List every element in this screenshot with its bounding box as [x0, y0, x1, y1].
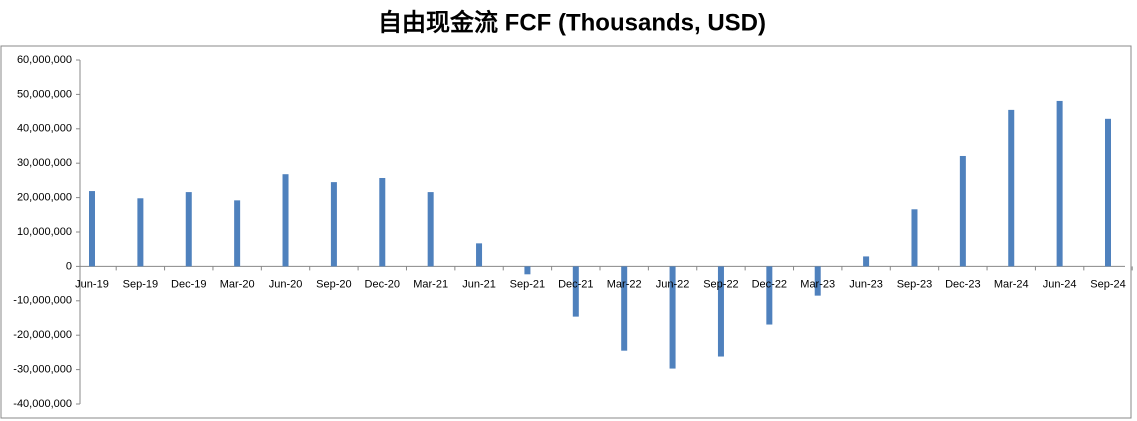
x-tick-label: Sep-19	[123, 278, 158, 290]
x-tick-label: Dec-19	[171, 278, 206, 290]
y-tick-label: 20,000,000	[17, 192, 72, 204]
bar	[621, 266, 628, 351]
x-tick-label: Dec-21	[558, 278, 593, 290]
y-tick-label: -10,000,000	[13, 295, 72, 307]
x-tick-label: Sep-20	[316, 278, 351, 290]
bar	[379, 177, 386, 267]
x-tick-label: Jun-20	[269, 278, 303, 290]
x-tick-label: Mar-20	[220, 278, 255, 290]
x-tick-label: Jun-19	[75, 278, 109, 290]
y-tick-label: 50,000,000	[17, 88, 72, 100]
bar	[863, 256, 870, 267]
bar	[282, 174, 289, 267]
bar	[911, 209, 918, 267]
x-tick-label: Jun-21	[462, 278, 496, 290]
y-tick-label: -30,000,000	[13, 364, 72, 376]
bar	[814, 266, 821, 296]
x-tick-label: Dec-23	[945, 278, 980, 290]
x-tick-label: Dec-20	[365, 278, 400, 290]
bar	[524, 266, 531, 275]
y-tick-label: 10,000,000	[17, 226, 72, 238]
x-tick-label: Jun-23	[849, 278, 883, 290]
bar	[137, 198, 144, 267]
plot-border	[0, 45, 1132, 419]
bar	[89, 191, 95, 267]
y-tick-label: -40,000,000	[13, 398, 72, 410]
y-tick-label: 60,000,000	[17, 54, 72, 66]
x-tick-label: Mar-22	[607, 278, 642, 290]
bar	[1056, 100, 1063, 267]
bar	[959, 155, 966, 267]
bar	[185, 192, 192, 267]
x-tick-label: Dec-22	[752, 278, 787, 290]
x-tick-label: Jun-22	[656, 278, 690, 290]
x-tick-label: Sep-21	[510, 278, 545, 290]
x-tick-label: Mar-23	[800, 278, 835, 290]
x-tick-label: Sep-24	[1090, 278, 1125, 290]
bar	[427, 192, 434, 267]
y-tick-label: 30,000,000	[17, 157, 72, 169]
bar	[1105, 118, 1111, 267]
bar	[669, 266, 676, 369]
bar	[717, 266, 724, 357]
bar	[1008, 109, 1015, 267]
x-tick-label: Mar-24	[994, 278, 1029, 290]
bar	[572, 266, 579, 317]
y-tick-label: 0	[66, 260, 72, 272]
bar	[330, 182, 337, 267]
chart-title: 自由现金流 FCF (Thousands, USD)	[378, 8, 766, 36]
bar	[766, 266, 773, 325]
x-tick-label: Sep-22	[703, 278, 738, 290]
x-tick-label: Sep-23	[897, 278, 932, 290]
y-tick-label: 40,000,000	[17, 123, 72, 135]
bar	[234, 200, 241, 267]
y-tick-label: -20,000,000	[13, 329, 72, 341]
x-tick-label: Mar-21	[413, 278, 448, 290]
x-tick-label: Jun-24	[1043, 278, 1077, 290]
bar	[476, 243, 483, 267]
